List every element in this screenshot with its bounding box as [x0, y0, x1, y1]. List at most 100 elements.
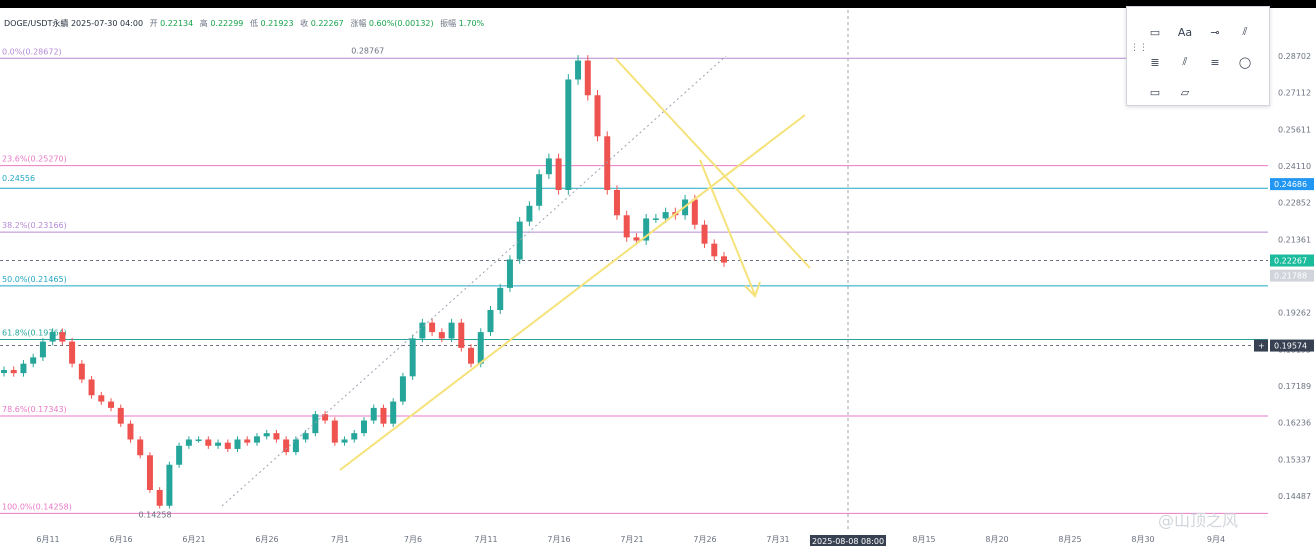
price-tag-label: 0.22267	[1274, 257, 1307, 266]
high-value: 0.22299	[210, 19, 244, 28]
candle-body	[146, 455, 153, 490]
parallel-channel-icon[interactable]: ⫽	[1242, 25, 1248, 38]
x-tick-label: 8月25	[1058, 535, 1081, 544]
low-label: 低	[249, 19, 258, 28]
candle-body	[652, 218, 659, 220]
candle-body	[594, 95, 601, 137]
fib-level-label: 61.8%(0.19764)	[2, 329, 67, 338]
candle-body	[555, 158, 562, 190]
x-tick-label: 7月21	[620, 535, 643, 544]
candle-body	[234, 439, 241, 449]
x-tick-label: 7月16	[547, 535, 570, 544]
candle-body	[701, 224, 708, 244]
ohlc-header: DOGE/USDT永續 2025-07-30 04:00 开 0.22134 高…	[4, 18, 484, 29]
candle-body	[215, 442, 222, 446]
plus-icon: +	[1258, 342, 1265, 351]
trend-channel-icon[interactable]: ⫽	[1182, 55, 1188, 68]
x-tick-label: 6月11	[36, 535, 59, 544]
candle-body	[263, 433, 270, 437]
candle-body	[166, 464, 173, 506]
price-tag	[1270, 254, 1314, 267]
high-label: 高	[199, 19, 208, 28]
price-tag	[1270, 269, 1314, 282]
drag-handle-icon[interactable]: ⋮⋮	[1130, 43, 1148, 53]
candle-body	[477, 332, 484, 364]
candle-body	[584, 60, 591, 96]
candle-body	[78, 363, 85, 380]
rectangle-tool-icon[interactable]: ▭	[1149, 85, 1161, 99]
candle-body	[721, 256, 727, 263]
candle-body	[117, 407, 124, 424]
x-tick-label: 6月21	[182, 535, 205, 544]
y-tick-label: 0.24110	[1278, 162, 1311, 171]
x-tick-label: 9月4	[1207, 535, 1225, 544]
price-tag-label: 0.24686	[1274, 180, 1307, 189]
low-value: 0.21923	[260, 19, 294, 28]
top-bar	[0, 0, 1316, 8]
candle-body	[88, 379, 95, 396]
dotted-trend-line	[221, 55, 727, 507]
fib-level-label: 23.6%(0.25270)	[2, 155, 67, 164]
close-value: 0.22267	[310, 19, 344, 28]
y-tick-label: 0.22852	[1278, 199, 1311, 208]
candle-body	[59, 332, 66, 342]
y-tick-label: 0.17189	[1278, 382, 1311, 391]
candle-body	[224, 442, 231, 449]
y-tick-label: 0.28702	[1278, 52, 1311, 61]
candle-body	[623, 215, 630, 238]
fib-level-label: 100.0%(0.14258)	[2, 502, 72, 511]
candle-body	[312, 414, 319, 434]
crosshair-date-label: 2025-08-08 08:00	[812, 537, 884, 546]
candle-body	[448, 322, 455, 339]
candle-body	[273, 433, 280, 440]
fib-tool-icon[interactable]: ≣	[1150, 55, 1160, 69]
candle-body	[156, 490, 163, 506]
candle-body	[711, 243, 718, 257]
lines-tool-icon[interactable]: ≡	[1210, 55, 1220, 69]
candle-body	[390, 401, 397, 424]
trend-line	[339, 114, 806, 471]
close-label: 收	[300, 19, 309, 28]
y-tick-label: 0.19262	[1278, 309, 1311, 318]
candle-body	[322, 414, 329, 421]
change-label: 涨幅	[350, 19, 367, 28]
y-tick-label: 0.16236	[1278, 419, 1311, 428]
y-tick-label: 0.14487	[1278, 492, 1311, 501]
candle-body	[487, 310, 494, 333]
trend-line	[614, 57, 811, 269]
candle-body	[195, 439, 202, 441]
candle-body	[98, 395, 105, 402]
drawing-toolbox[interactable]: ⋮⋮ ▭ Aa ⊸ ⫽ ≣ ⫽ ≡ ◯ ▭ ▱	[1126, 6, 1270, 106]
horizontal-level-label: 0.24556	[2, 174, 35, 183]
y-tick-label: 0.27112	[1278, 89, 1311, 98]
candle-body	[468, 347, 475, 364]
text-tool-icon[interactable]: Aa	[1177, 25, 1193, 39]
candle-body	[176, 445, 183, 465]
x-tick-label: 6月26	[255, 535, 278, 544]
candle-body	[575, 60, 582, 80]
fib-level-label: 50.0%(0.21465)	[2, 275, 67, 284]
candle-body	[526, 205, 533, 222]
symbol-label: DOGE/USDT永續	[4, 19, 69, 28]
price-tag-label: 0.21788	[1274, 272, 1307, 281]
image-tool-icon[interactable]: ▭	[1149, 25, 1161, 39]
candle-body	[516, 221, 523, 260]
ellipse-tool-icon[interactable]: ◯	[1238, 55, 1252, 69]
candle-body	[341, 439, 348, 443]
price-tag	[1270, 178, 1314, 191]
trend-line	[699, 159, 756, 296]
parallelogram-tool-icon[interactable]: ▱	[1180, 85, 1190, 99]
candle-body	[380, 407, 387, 424]
candle-body	[691, 199, 698, 225]
candle-body	[20, 363, 27, 374]
candle-body	[137, 439, 144, 456]
amplitude-value: 1.70%	[458, 19, 485, 28]
candle-body	[633, 237, 640, 241]
datetime-label: 2025-07-30 04:00	[70, 19, 144, 28]
hline-tool-icon[interactable]: ⊸	[1210, 25, 1220, 39]
y-tick-label: 0.21361	[1278, 235, 1311, 244]
open-value: 0.22134	[160, 19, 194, 28]
candle-body	[69, 341, 76, 364]
candle-body	[361, 420, 367, 434]
